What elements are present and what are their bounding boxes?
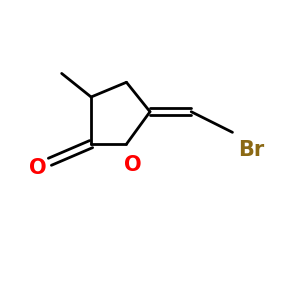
Text: Br: Br <box>238 140 265 160</box>
Text: O: O <box>124 155 141 175</box>
Text: O: O <box>29 158 47 178</box>
